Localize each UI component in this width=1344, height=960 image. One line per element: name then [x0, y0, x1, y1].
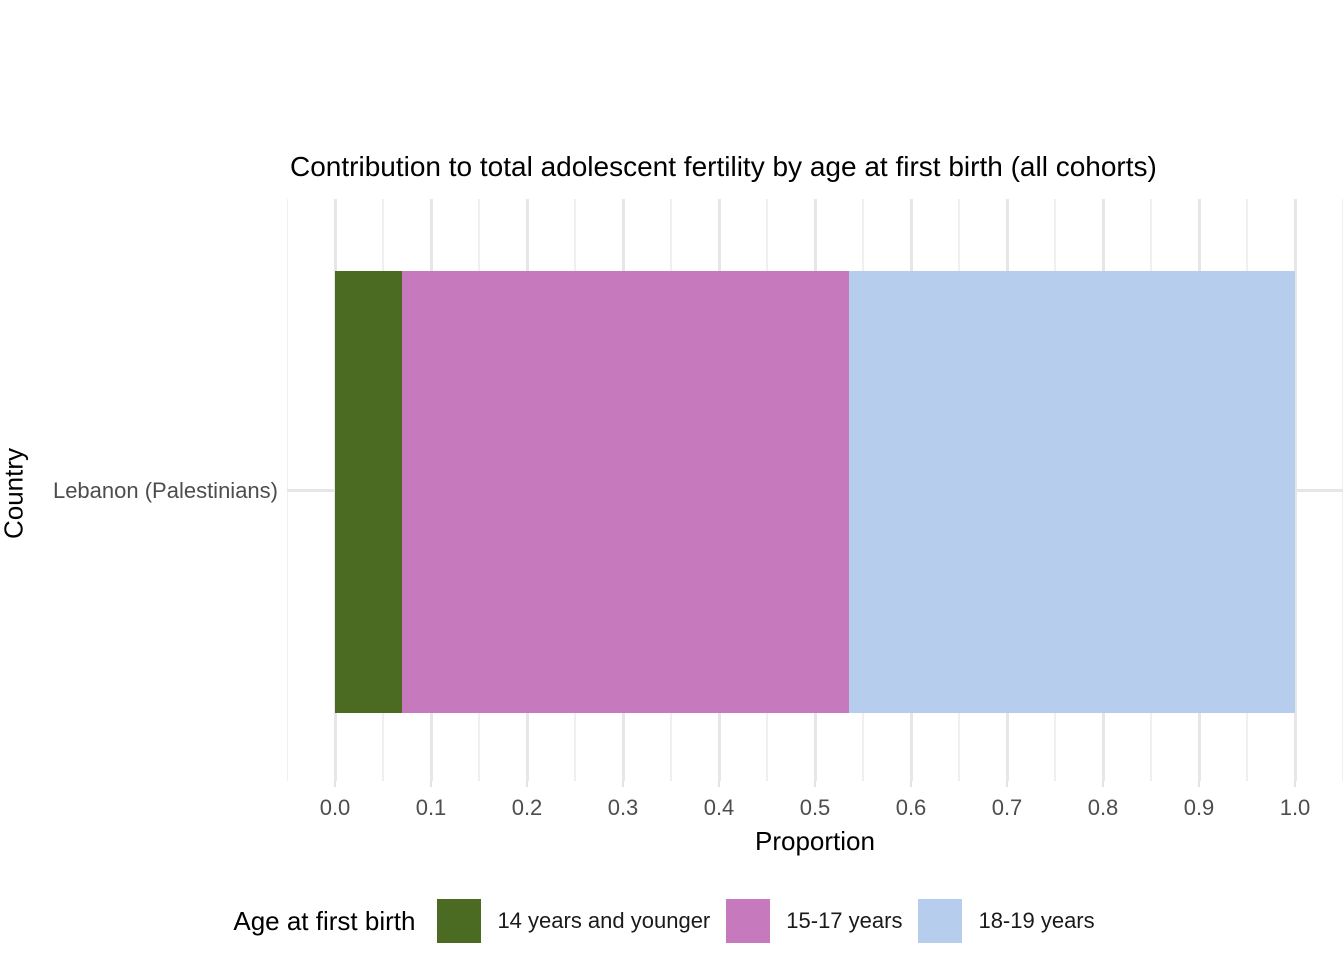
x-tick-mark — [814, 781, 816, 787]
x-tick-label-0.2: 0.2 — [511, 795, 543, 820]
x-tick-label-0.5: 0.5 — [799, 795, 831, 820]
x-tick-label-0.3: 0.3 — [607, 795, 639, 820]
x-tick-mark — [910, 781, 912, 787]
x-tick-label-0.4: 0.4 — [703, 795, 735, 820]
y-tick-label-country: Lebanon (Palestinians) — [52, 478, 278, 503]
x-tick-label-1.0: 1.0 — [1279, 795, 1311, 820]
x-tick-mark — [622, 781, 624, 787]
stacked-bar — [335, 271, 1295, 713]
bar-segment-0 — [335, 271, 403, 713]
x-tick-mark — [1294, 781, 1296, 787]
x-tick-mark — [334, 781, 336, 787]
x-tick-label-0.9: 0.9 — [1183, 795, 1215, 820]
plot-panel — [287, 199, 1343, 781]
x-tick-mark — [1006, 781, 1008, 787]
x-tick-label-0.7: 0.7 — [991, 795, 1023, 820]
x-tick-label-0.1: 0.1 — [415, 795, 447, 820]
x-tick-mark — [718, 781, 720, 787]
legend-entry-15-17: 15-17 years — [726, 899, 902, 943]
x-axis-title: Proportion — [755, 826, 875, 856]
legend-entry-14-and-younger: 14 years and younger — [437, 899, 710, 943]
legend-label-15-17: 15-17 years — [786, 908, 903, 933]
x-tick-label-0.6: 0.6 — [895, 795, 927, 820]
x-tick-mark — [526, 781, 528, 787]
x-tick-label-0.8: 0.8 — [1087, 795, 1119, 820]
bar-segment-1 — [402, 271, 849, 713]
legend-label-18-19: 18-19 years — [978, 908, 1095, 933]
legend-title: Age at first birth — [233, 905, 416, 936]
legend: Age at first birth 14 years and younger … — [0, 898, 1344, 944]
legend-label-14-and-younger: 14 years and younger — [497, 908, 711, 933]
legend-swatch-18-19 — [918, 899, 963, 943]
x-tick-label-0.0: 0.0 — [319, 795, 351, 820]
legend-swatch-14-and-younger — [437, 899, 482, 943]
legend-swatch-15-17 — [726, 899, 771, 943]
bar-segment-2 — [848, 271, 1295, 713]
legend-entry-18-19: 18-19 years — [918, 899, 1095, 943]
x-tick-mark — [430, 781, 432, 787]
chart-title: Contribution to total adolescent fertili… — [290, 151, 1157, 182]
x-tick-mark — [1102, 781, 1104, 787]
x-tick-mark — [1198, 781, 1200, 787]
